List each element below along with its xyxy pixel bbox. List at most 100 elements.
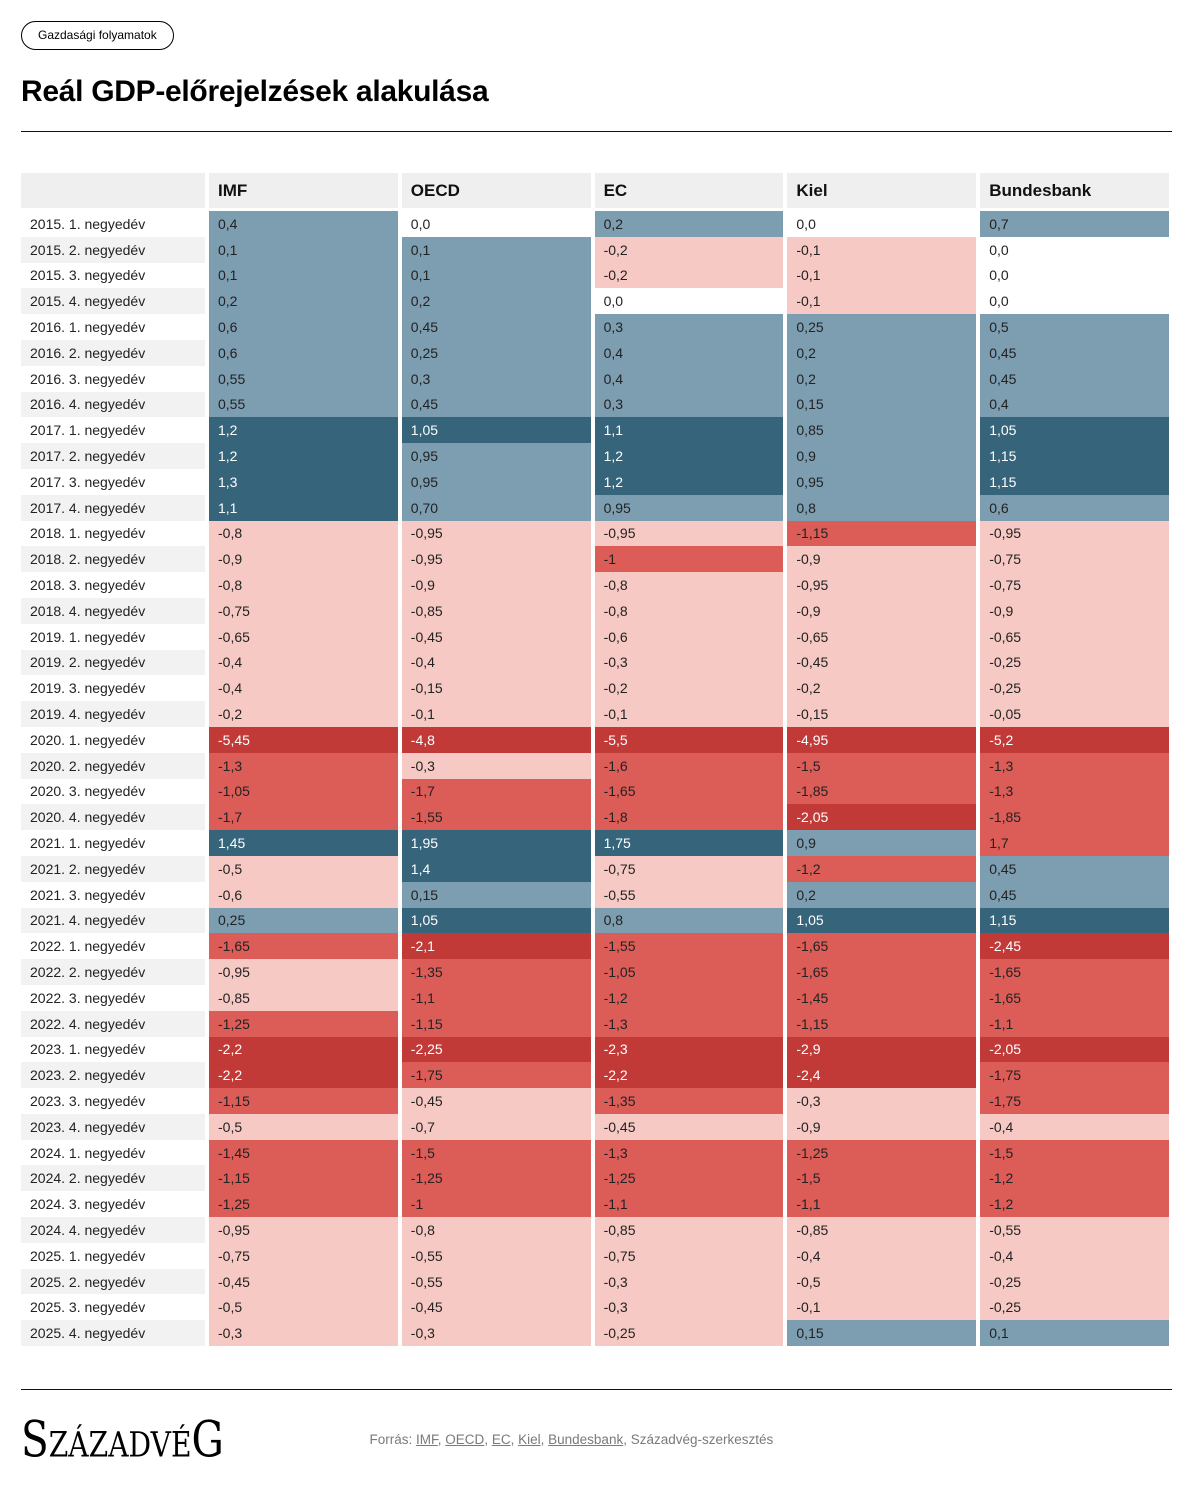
- row-label: 2016. 4. negyedév: [21, 391, 205, 418]
- szazadveg-logo: SzázadvéG: [21, 1409, 224, 1469]
- row-label: 2020. 4. negyedév: [21, 804, 205, 831]
- value-cell: -1,85: [787, 778, 977, 805]
- table-row: 2021. 3. negyedév -0,6 0,15 -0,55 0,2 0,45: [21, 881, 1169, 908]
- table-row: 2021. 4. negyedév 0,25 1,05 0,8 1,05 1,15: [21, 907, 1169, 934]
- value-cell: -2,2: [209, 1062, 398, 1089]
- value-cell: -0,45: [401, 1294, 591, 1321]
- value-cell: 1,95: [401, 830, 591, 856]
- value-cell: -5,45: [209, 726, 398, 753]
- page-title: Reál GDP-előrejelzések alakulása: [21, 75, 489, 108]
- value-cell: 0,4: [209, 211, 398, 237]
- value-cell: 1,75: [594, 830, 784, 856]
- value-cell: -0,5: [209, 1113, 398, 1140]
- table-row: 2019. 4. negyedév -0,2 -0,1 -0,1 -0,15 -0,05: [21, 701, 1169, 727]
- row-label: 2021. 1. negyedév: [21, 830, 205, 856]
- value-cell: -0,3: [401, 1320, 591, 1347]
- value-cell: -0,6: [209, 881, 398, 908]
- value-cell: -1,1: [401, 984, 591, 1011]
- value-cell: -0,1: [787, 288, 977, 315]
- column-header-imf: IMF: [209, 173, 398, 211]
- value-cell: -1,2: [980, 1165, 1169, 1192]
- row-label: 2017. 2. negyedév: [21, 443, 205, 469]
- value-cell: -1,5: [980, 1139, 1169, 1166]
- row-label: 2023. 2. negyedév: [21, 1062, 205, 1089]
- row-label: 2018. 2. negyedév: [21, 546, 205, 573]
- row-label: 2020. 2. negyedév: [21, 752, 205, 779]
- value-cell: -1,8: [594, 804, 784, 831]
- source-link-kiel[interactable]: Kiel: [518, 1431, 541, 1447]
- value-cell: -2,4: [787, 1062, 977, 1089]
- value-cell: -1,25: [209, 1191, 398, 1218]
- value-cell: 0,25: [787, 314, 977, 340]
- value-cell: 0,2: [787, 881, 977, 908]
- value-cell: 1,45: [209, 830, 398, 856]
- value-cell: -0,45: [594, 1113, 784, 1140]
- value-cell: -1: [594, 546, 784, 573]
- row-label: 2021. 2. negyedév: [21, 855, 205, 882]
- value-cell: 1,15: [980, 443, 1169, 469]
- title-divider: [21, 131, 1172, 132]
- value-cell: -1,2: [980, 1191, 1169, 1218]
- table-row: 2022. 4. negyedév -1,25 -1,15 -1,3 -1,15 -1,1: [21, 1010, 1169, 1037]
- column-header-kiel: Kiel: [787, 173, 977, 211]
- source-link-imf[interactable]: IMF: [416, 1431, 438, 1447]
- row-label: 2017. 1. negyedév: [21, 417, 205, 444]
- category-tag[interactable]: Gazdasági folyamatok: [21, 21, 174, 50]
- value-cell: -1,1: [787, 1191, 977, 1218]
- row-label: 2025. 2. negyedév: [21, 1268, 205, 1295]
- row-label: 2022. 4. negyedév: [21, 1010, 205, 1037]
- value-cell: -1,75: [980, 1062, 1169, 1089]
- value-cell: -1,3: [980, 778, 1169, 805]
- value-cell: -0,05: [980, 701, 1169, 727]
- value-cell: -0,55: [980, 1217, 1169, 1243]
- value-cell: -1,35: [594, 1088, 784, 1114]
- value-cell: -0,95: [401, 520, 591, 547]
- row-label: 2022. 2. negyedév: [21, 959, 205, 985]
- value-cell: -1,75: [980, 1088, 1169, 1114]
- value-cell: 0,4: [594, 365, 784, 392]
- value-cell: -1,1: [980, 1010, 1169, 1037]
- value-cell: -2,05: [980, 1036, 1169, 1063]
- value-cell: -0,1: [787, 262, 977, 289]
- value-cell: -0,2: [787, 675, 977, 702]
- value-cell: -0,65: [787, 623, 977, 650]
- value-cell: -0,25: [980, 675, 1169, 702]
- value-cell: -0,1: [594, 701, 784, 727]
- value-cell: -0,9: [787, 597, 977, 624]
- source-link-bundesbank[interactable]: Bundesbank: [548, 1431, 624, 1447]
- value-cell: -0,85: [594, 1217, 784, 1243]
- value-cell: -1,25: [594, 1165, 784, 1192]
- row-label: 2018. 4. negyedév: [21, 597, 205, 624]
- value-cell: -0,55: [594, 881, 784, 908]
- value-cell: 0,0: [594, 288, 784, 315]
- value-cell: 0,3: [401, 365, 591, 392]
- value-cell: 1,2: [594, 468, 784, 495]
- value-cell: -0,25: [980, 649, 1169, 676]
- value-cell: -0,1: [401, 701, 591, 727]
- value-cell: 0,70: [401, 494, 591, 521]
- value-cell: -1,5: [401, 1139, 591, 1166]
- value-cell: -0,2: [209, 701, 398, 727]
- value-cell: -1,3: [980, 752, 1169, 779]
- value-cell: -0,95: [209, 959, 398, 985]
- value-cell: -0,85: [209, 984, 398, 1011]
- value-cell: -1,2: [594, 984, 784, 1011]
- value-cell: 1,05: [401, 907, 591, 934]
- value-cell: -0,8: [209, 572, 398, 598]
- value-cell: -0,3: [594, 1268, 784, 1295]
- table-row: 2016. 1. negyedév 0,6 0,45 0,3 0,25 0,5: [21, 314, 1169, 340]
- row-label: 2018. 1. negyedév: [21, 520, 205, 547]
- table-row: 2017. 1. negyedév 1,2 1,05 1,1 0,85 1,05: [21, 417, 1169, 444]
- value-cell: -0,4: [209, 675, 398, 702]
- value-cell: 0,2: [401, 288, 591, 315]
- table-row: 2018. 4. negyedév -0,75 -0,85 -0,8 -0,9 -0,9: [21, 597, 1169, 624]
- source-link-oecd[interactable]: OECD: [445, 1431, 485, 1447]
- value-cell: 1,05: [401, 417, 591, 444]
- source-link-ec[interactable]: EC: [491, 1431, 511, 1447]
- value-cell: 0,2: [594, 211, 784, 237]
- table-row: 2022. 3. negyedév -0,85 -1,1 -1,2 -1,45 -1,65: [21, 984, 1169, 1011]
- table-row: 2025. 3. negyedév -0,5 -0,45 -0,3 -0,1 -0,25: [21, 1294, 1169, 1321]
- row-label: 2019. 4. negyedév: [21, 701, 205, 727]
- value-cell: -0,45: [787, 649, 977, 676]
